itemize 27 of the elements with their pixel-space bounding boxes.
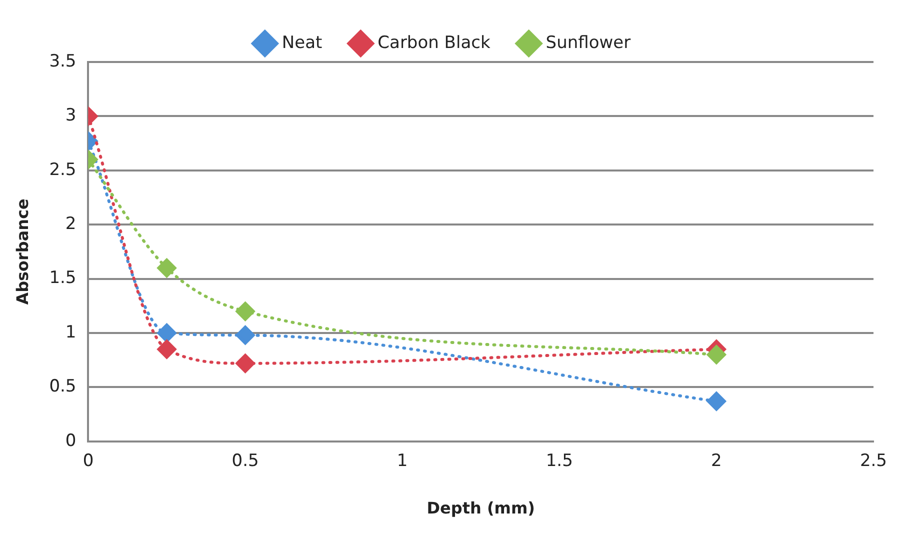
point bbox=[157, 340, 176, 359]
point bbox=[157, 324, 176, 342]
y-tick-label: 2.5 bbox=[49, 160, 76, 180]
y-tick-label: 0 bbox=[65, 430, 76, 451]
x-tick-label: 1.5 bbox=[546, 451, 573, 472]
x-tick-label: 2.5 bbox=[860, 451, 888, 472]
point bbox=[706, 392, 726, 411]
x-tick-label: 1 bbox=[396, 451, 408, 472]
point bbox=[236, 354, 255, 373]
point bbox=[236, 326, 255, 345]
x-tick-label: 0.5 bbox=[232, 451, 259, 472]
legend-label: Sunflower bbox=[546, 32, 631, 53]
legend-label: Neat bbox=[282, 32, 322, 53]
y-tick-label: 1.5 bbox=[49, 268, 76, 288]
legend-label: Carbon Black bbox=[378, 32, 490, 53]
y-tick-label: 1 bbox=[65, 322, 76, 342]
x-tick-label: 2 bbox=[711, 451, 722, 472]
y-tick-label: 3 bbox=[65, 106, 76, 126]
x-tick-label: 0 bbox=[82, 451, 94, 472]
x-axis-title: Depth (mm) bbox=[426, 498, 535, 518]
y-tick-label: 3.5 bbox=[49, 51, 76, 72]
point bbox=[157, 258, 176, 278]
y-tick-label: 2 bbox=[65, 214, 76, 234]
point bbox=[236, 302, 255, 321]
y-tick-label: 0.5 bbox=[49, 376, 76, 397]
y-axis-title: Absorbance bbox=[12, 198, 32, 305]
point bbox=[706, 345, 726, 364]
